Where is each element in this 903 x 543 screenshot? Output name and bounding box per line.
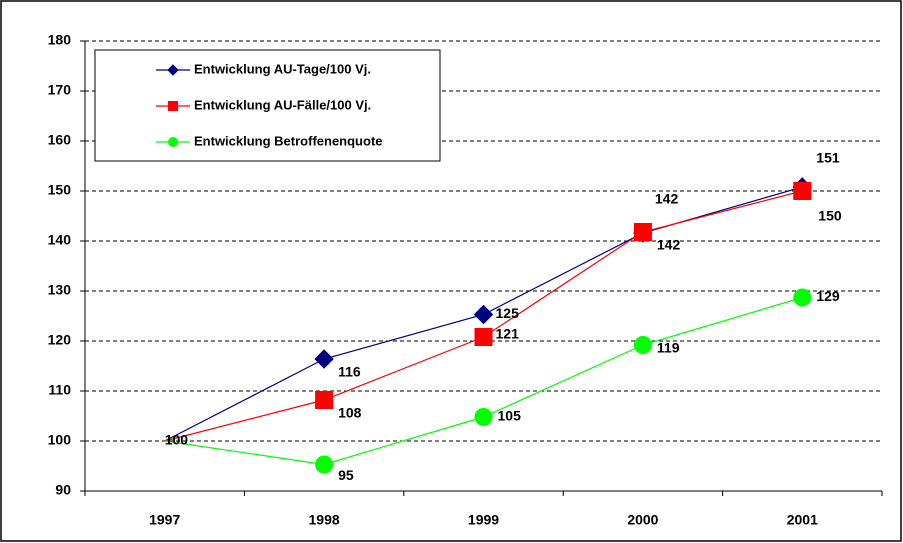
- marker: [793, 288, 812, 307]
- marker: [315, 455, 334, 474]
- marker: [473, 304, 494, 325]
- data-label: 105: [498, 408, 522, 424]
- y-tick-label: 130: [48, 282, 72, 298]
- y-tick-label: 170: [48, 82, 72, 98]
- data-label: 142: [655, 191, 679, 207]
- x-tick-label: 1998: [309, 512, 340, 528]
- y-tick-label: 100: [48, 432, 72, 448]
- marker: [168, 137, 178, 147]
- data-label: 125: [496, 305, 520, 321]
- data-label: 142: [657, 237, 681, 253]
- marker: [167, 64, 179, 76]
- data-label: 151: [816, 150, 840, 166]
- marker: [314, 349, 334, 369]
- marker: [315, 391, 334, 409]
- data-label: 150: [818, 208, 842, 224]
- y-tick-label: 160: [48, 132, 72, 148]
- data-label: 95: [338, 467, 354, 483]
- y-tick-label: 150: [48, 182, 72, 198]
- marker: [633, 336, 652, 354]
- data-label: 129: [816, 288, 840, 304]
- x-tick-label: 1997: [149, 512, 180, 528]
- marker: [474, 408, 493, 426]
- data-label: 119: [657, 340, 680, 356]
- data-label: 121: [496, 326, 520, 342]
- marker: [633, 223, 652, 241]
- data-label: 108: [338, 405, 362, 421]
- data-label: 116: [338, 364, 361, 380]
- y-tick-label: 120: [48, 332, 72, 348]
- y-tick-label: 140: [48, 232, 72, 248]
- x-tick-label: 2000: [627, 512, 658, 528]
- x-tick-label: 1999: [468, 512, 499, 528]
- y-tick-label: 90: [55, 482, 71, 498]
- legend-label: Entwicklung AU-Tage/100 Vj.: [194, 61, 371, 76]
- legend-label: Entwicklung AU-Fälle/100 Vj.: [194, 97, 371, 112]
- legend-label: Entwicklung Betroffenenquote: [194, 133, 383, 148]
- legend-box: [94, 49, 441, 162]
- y-tick-label: 110: [48, 382, 71, 398]
- data-label: 100: [165, 432, 189, 448]
- marker: [168, 101, 178, 111]
- marker: [474, 328, 493, 346]
- marker: [793, 182, 812, 200]
- y-tick-label: 180: [48, 32, 72, 48]
- x-tick-label: 2001: [787, 512, 818, 528]
